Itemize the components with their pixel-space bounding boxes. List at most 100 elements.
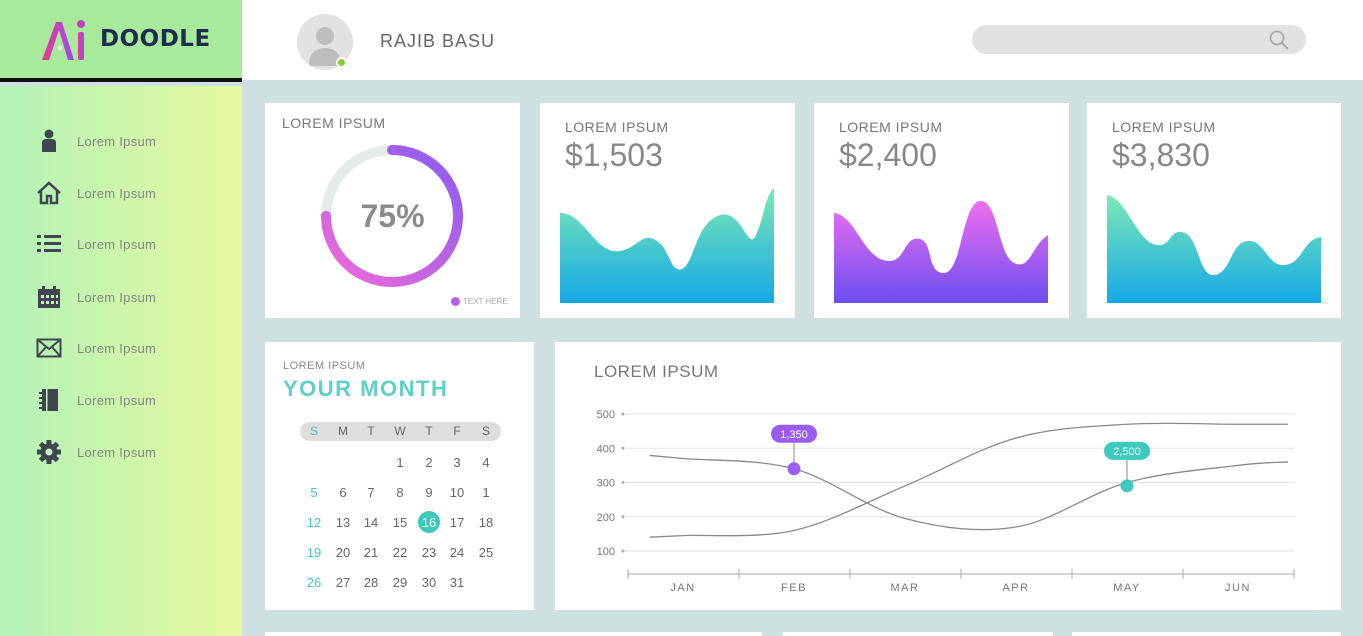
calendar-day[interactable]: 17 [449,515,465,530]
wave-area-chart [834,200,1048,303]
x-tick-label: MAR [891,582,920,594]
calendar-day-selected[interactable]: 16 [421,515,437,530]
calendar-day[interactable]: 18 [478,515,494,530]
calendar-day[interactable]: 21 [363,545,379,560]
calendar-day[interactable]: 1 [396,455,404,470]
weekday-label: S [481,424,490,438]
calendar-day[interactable]: 27 [335,575,351,590]
search-input[interactable] [972,25,1306,54]
sidebar-item-label: Lorem Ipsum [77,133,157,149]
sidebar-item-settings[interactable]: Lorem Ipsum [36,437,156,467]
gear-icon [36,439,62,465]
brand-logo[interactable]: DOODLE [0,0,242,82]
bottom-card [783,632,1053,636]
x-tick-label: FEB [781,582,807,594]
calendar-day[interactable]: 1 [482,485,490,500]
calendar-icon [36,284,62,310]
online-status-indicator [336,57,347,68]
chart-title: LOREM IPSUM [594,362,719,381]
weekday-label: M [338,424,348,438]
calendar-day[interactable]: 12 [306,515,322,530]
mail-icon [36,335,62,361]
card-title: LOREM IPSUM [282,115,386,131]
calendar-day[interactable]: 28 [363,575,379,590]
calendar-day[interactable]: 5 [310,485,318,500]
home-icon [36,180,62,206]
stat-value: $1,503 [565,137,663,173]
calendar-day[interactable]: 4 [482,455,490,470]
top-header: RAJIB BASU [242,0,1363,80]
donut-percent: 75% [360,198,425,234]
search-icon[interactable] [1268,29,1290,51]
annotation-badge [1104,441,1150,460]
stat-card: LOREM IPSUM $3,830 [1087,103,1341,318]
sidebar-item-notebook[interactable]: Lorem Ipsum [36,385,156,415]
sidebar-item-mail[interactable]: Lorem Ipsum [36,333,156,363]
weekday-label: T [367,424,375,438]
calendar-subtitle: LOREM IPSUM [283,360,366,372]
y-tick-label: 300 [597,478,615,490]
brand-name: DOODLE [100,26,211,52]
calendar-day[interactable]: 7 [367,485,375,500]
x-tick-label: APR [1002,582,1029,594]
calendar-day[interactable]: 10 [449,485,465,500]
selected-day-highlight [418,511,440,533]
doodle-logo-icon [42,20,85,60]
y-tick-label: 400 [597,443,615,455]
series-line [649,422,1288,538]
progress-card: LOREM IPSUM 75% TEXT HERE [265,103,520,318]
user-silhouette-icon [309,27,341,66]
series-line [649,454,1288,531]
weekday-label: W [394,424,406,438]
x-tick-label: JUN [1225,582,1251,594]
calendar-day[interactable]: 9 [425,485,433,500]
calendar-day[interactable]: 13 [335,515,351,530]
calendar-day[interactable]: 19 [306,545,322,560]
sidebar-item-profile[interactable]: Lorem Ipsum [36,126,156,156]
calendar-day[interactable]: 25 [478,545,494,560]
stat-value: $2,400 [839,137,937,173]
x-tick-label: JAN [670,582,695,594]
calendar-day[interactable]: 26 [306,575,322,590]
calendar-day[interactable]: 22 [392,545,408,560]
annotation-label: 1,350 [780,429,808,441]
calendar-day[interactable]: 6 [339,485,347,500]
calendar-day[interactable]: 20 [335,545,351,560]
calendar-day[interactable]: 15 [392,515,408,530]
calendar-day[interactable]: 29 [392,575,408,590]
calendar-title: YOUR MONTH [283,376,449,401]
calendar-day[interactable]: 14 [363,515,379,530]
card-title: LOREM IPSUM [565,119,669,135]
annotation-label: 2,500 [1113,446,1141,458]
weekday-header [300,422,501,441]
sidebar-item-label: Lorem Ipsum [77,289,157,305]
card-title: LOREM IPSUM [839,119,943,135]
tick-dot [621,446,625,450]
calendar-day[interactable]: 8 [396,485,404,500]
sidebar-item-label: Lorem Ipsum [77,185,157,201]
calendar-day[interactable]: 31 [449,575,465,590]
x-tick-label: MAY [1113,582,1141,594]
weekday-label: T [425,424,433,438]
sidebar-item-calendar[interactable]: Lorem Ipsum [36,282,156,312]
legend-dot [451,297,460,306]
user-icon [36,128,62,154]
sidebar-item-list[interactable]: Lorem Ipsum [36,229,156,259]
sidebar-item-label: Lorem Ipsum [77,392,157,408]
stat-value: $3,830 [1112,137,1210,173]
y-tick-label: 100 [597,546,615,558]
data-point-marker [787,462,801,476]
donut-progress-arc [321,145,463,287]
stat-card: LOREM IPSUM $2,400 [814,103,1069,318]
y-tick-label: 500 [597,409,615,421]
calendar-day[interactable]: 3 [453,455,461,470]
annotation-badge [771,424,817,443]
stat-card: LOREM IPSUM $1,503 [540,103,795,318]
calendar-day[interactable]: 30 [421,575,437,590]
donut-chart [321,145,463,287]
calendar-day[interactable]: 24 [449,545,465,560]
calendar-day[interactable]: 23 [421,545,437,560]
sidebar-item-home[interactable]: Lorem Ipsum [36,178,156,208]
calendar-day[interactable]: 2 [425,455,433,470]
